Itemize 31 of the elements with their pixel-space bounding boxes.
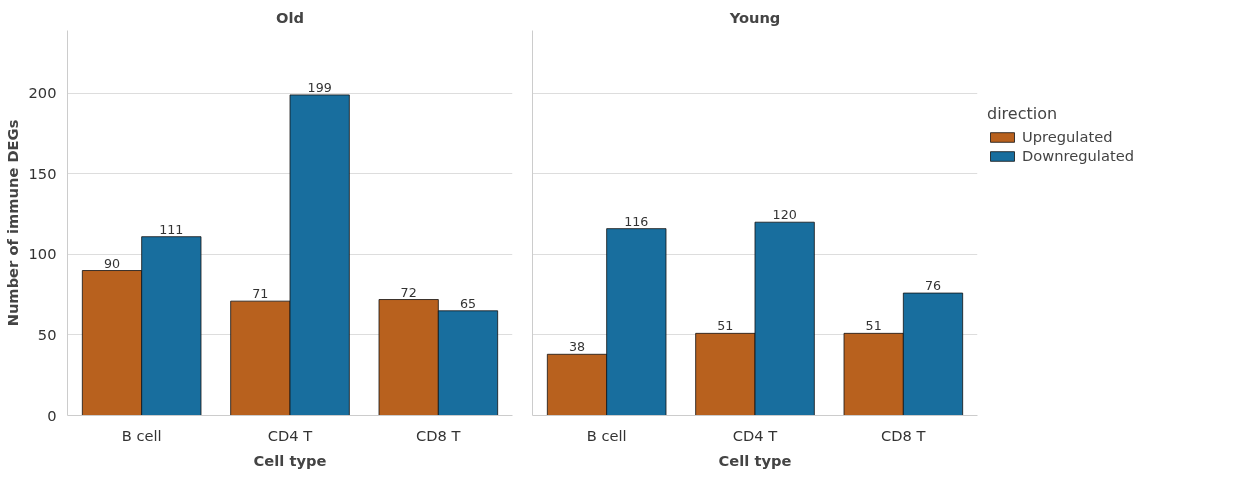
x-axis-title: Cell type xyxy=(718,451,792,469)
data-label: 111 xyxy=(159,221,184,237)
y-tick-label: 150 xyxy=(28,164,57,182)
data-label: 72 xyxy=(400,284,417,300)
data-label: 51 xyxy=(865,318,882,334)
x-tick-label: CD8 T xyxy=(881,426,926,444)
data-label: 199 xyxy=(307,79,332,95)
data-label: 76 xyxy=(924,278,942,294)
y-tick-label: 100 xyxy=(28,245,57,263)
x-axis-title: Cell type xyxy=(253,451,327,469)
x-tick-label: CD8 T xyxy=(416,426,461,444)
chart-title: Young xyxy=(728,8,781,26)
x-tick-label: CD4 T xyxy=(267,426,313,444)
y-tick-label: 50 xyxy=(37,325,57,343)
x-tick-label: CD4 T xyxy=(732,426,778,444)
legend-label: Downregulated xyxy=(1022,147,1134,164)
data-label: 116 xyxy=(624,213,649,229)
data-label: 65 xyxy=(459,295,477,311)
data-label: 51 xyxy=(717,318,734,334)
legend-title: direction xyxy=(987,104,1059,123)
chart-title: Old xyxy=(276,8,304,26)
data-label: 38 xyxy=(568,339,586,355)
data-label: 120 xyxy=(772,207,797,223)
y-tick-label: 200 xyxy=(28,84,57,102)
legend-label: Upregulated xyxy=(1022,128,1113,145)
data-label: 71 xyxy=(252,286,269,302)
y-axis-title: Number of immune DEGs xyxy=(3,119,21,327)
x-tick-label: B cell xyxy=(121,426,162,444)
data-label: 90 xyxy=(103,255,121,271)
x-tick-label: B cell xyxy=(586,426,627,444)
y-tick-label: 0 xyxy=(47,406,57,424)
